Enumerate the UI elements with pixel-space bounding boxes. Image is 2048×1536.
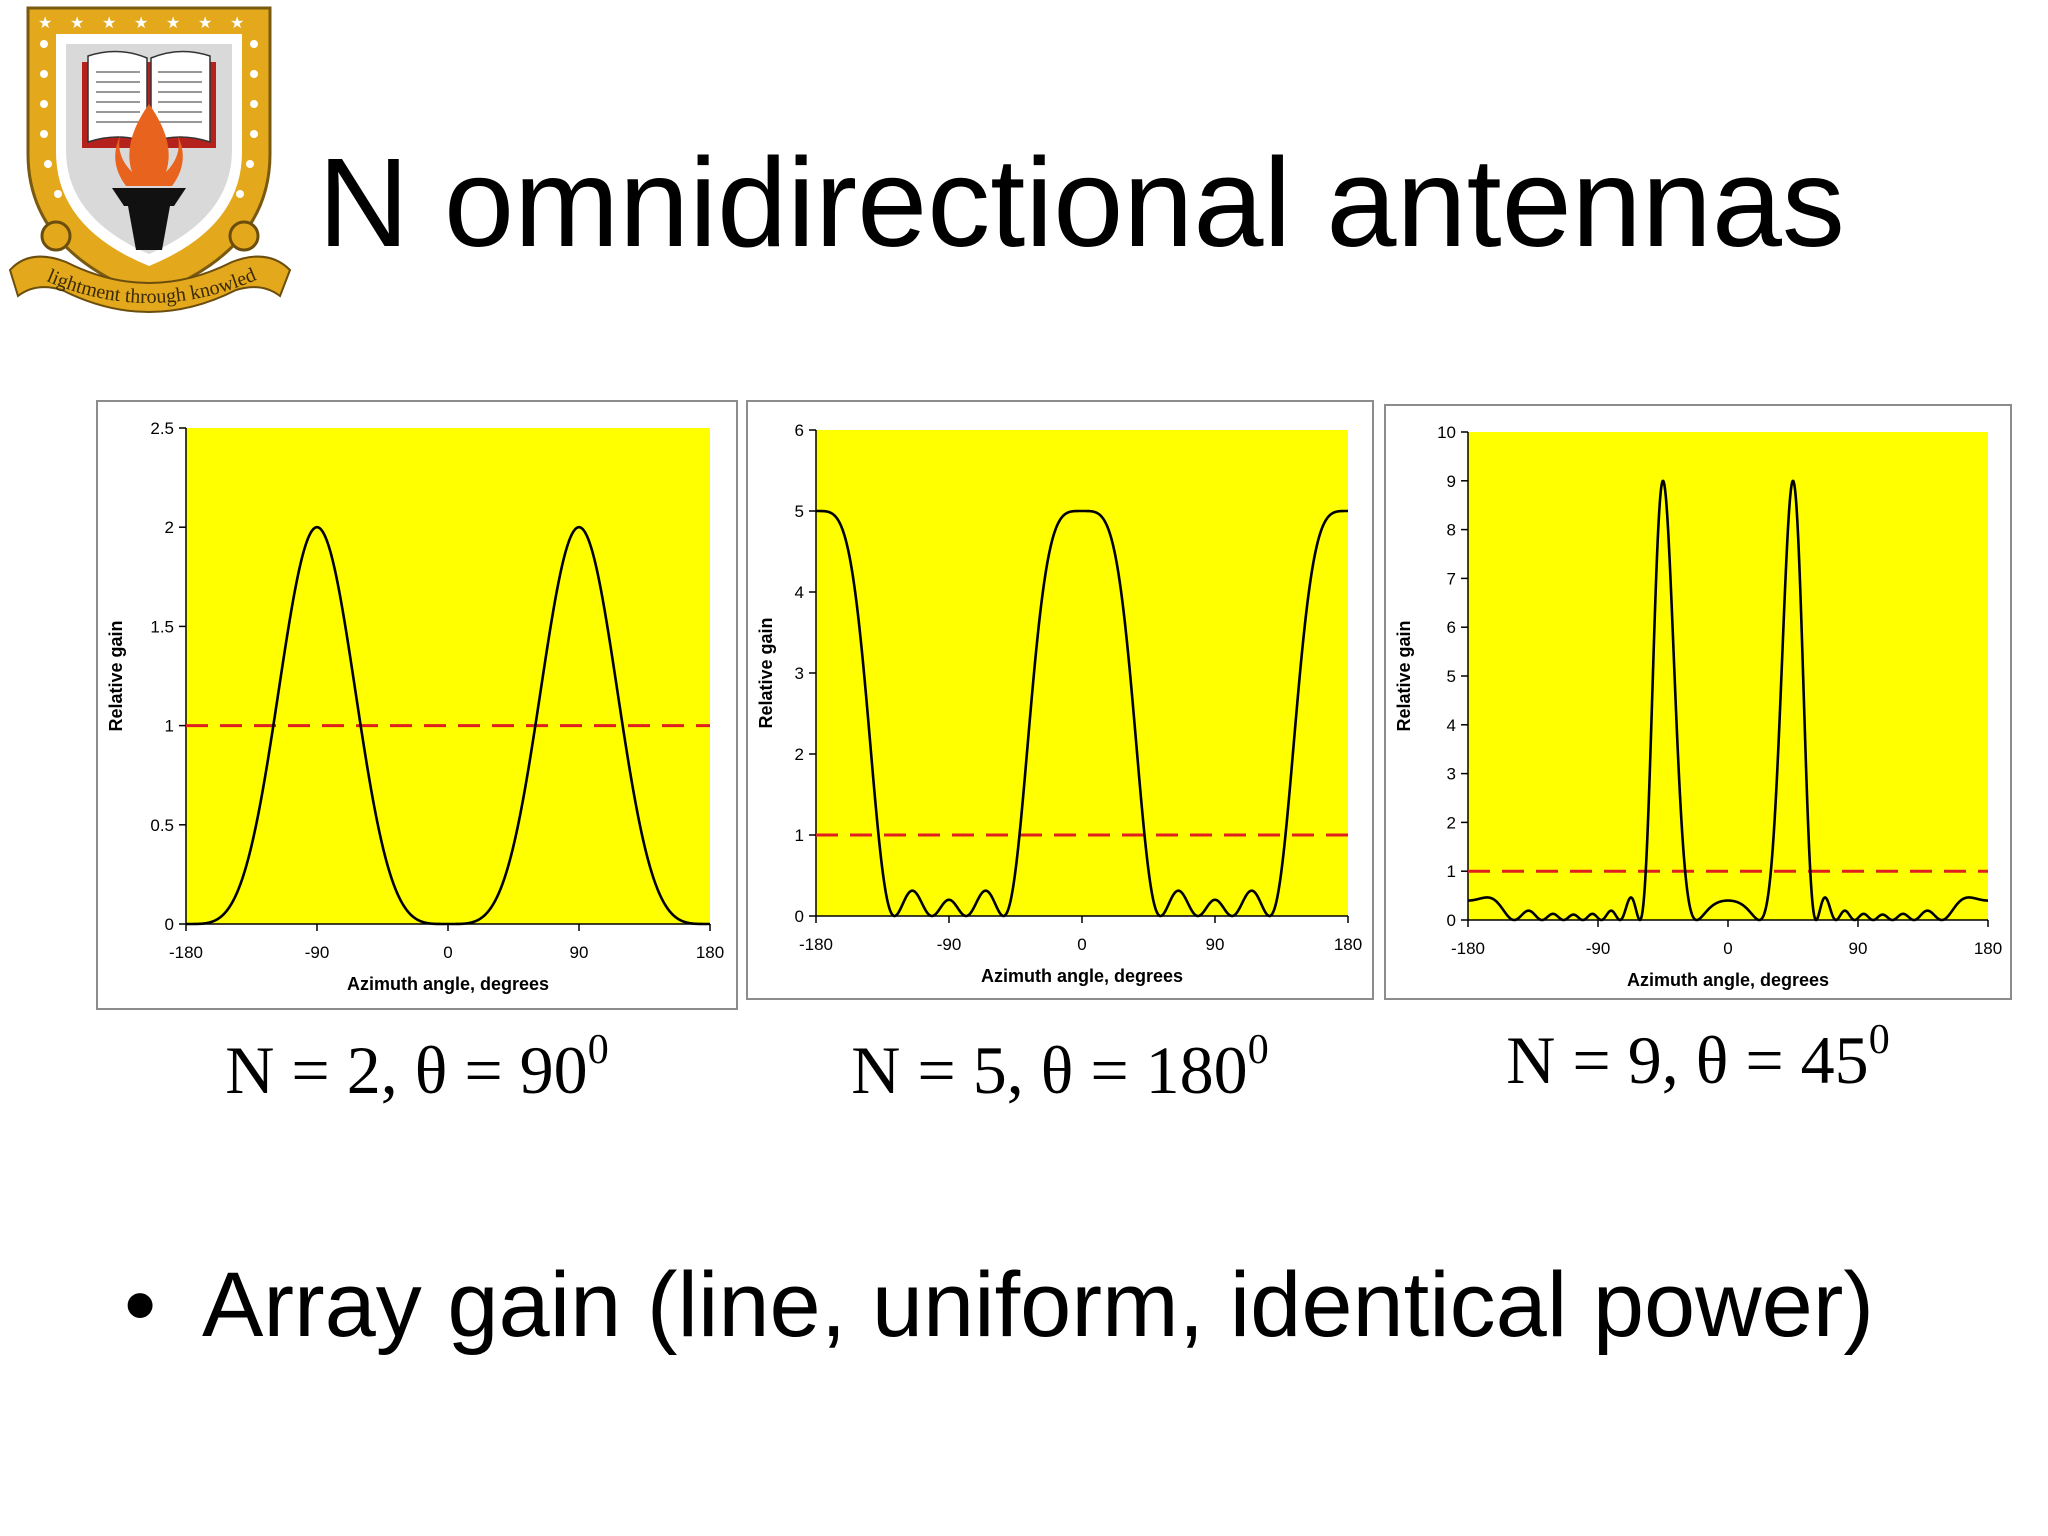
x-tick-label: 180 [1974, 939, 2002, 958]
y-tick-label: 1.5 [150, 617, 174, 636]
y-tick-label: 8 [1447, 521, 1456, 540]
svg-text:★: ★ [198, 13, 212, 32]
x-tick-label: -90 [305, 943, 330, 962]
y-tick-label: 6 [1447, 618, 1456, 637]
y-tick-label: 1 [165, 717, 174, 736]
y-tick-label: 4 [795, 583, 804, 602]
y-tick-label: 0 [165, 915, 174, 934]
y-tick-label: 10 [1437, 423, 1456, 442]
x-tick-label: 0 [1723, 939, 1732, 958]
y-tick-label: 3 [1447, 765, 1456, 784]
caption-n2: N = 2, θ = 900 [225, 1027, 609, 1108]
chart-panel-n5: 0 1 2 3 4 5 6 -180 -90 0 90 180 Azimuth angle, degre… [746, 400, 1374, 1000]
y-tick-label: 1 [795, 826, 804, 845]
svg-text:★: ★ [70, 13, 84, 32]
svg-text:★: ★ [38, 13, 52, 32]
x-tick-label: 0 [443, 943, 452, 962]
x-tick-label: -180 [799, 935, 833, 954]
gain-curve [185, 525, 711, 926]
gain-curve [815, 509, 1349, 918]
x-tick-label: -90 [937, 935, 962, 954]
x-tick-label: 90 [570, 943, 589, 962]
bullet-item: • Array gain (line, uniform, identical po… [124, 1250, 1874, 1360]
y-tick-label: 4 [1447, 716, 1456, 735]
chart-n9: 0 1 2 3 4 5 6 7 8 9 10 -180 -90 0 90 180 Azimuth angle, … [1394, 423, 2002, 990]
x-axis-label: Azimuth angle, degrees [981, 966, 1183, 986]
chart-panel-n2: 0 0.5 1 1.5 2 2.5 -180 -90 0 90 180 Azimuth angle, … [96, 400, 738, 1010]
x-tick-label: -180 [169, 943, 203, 962]
y-tick-label: 5 [795, 502, 804, 521]
bullet-text: Array gain (line, uniform, identical pow… [202, 1254, 1875, 1356]
gain-curve [1467, 479, 1989, 922]
chart-n5: 0 1 2 3 4 5 6 -180 -90 0 90 180 Azimuth angle, degre… [756, 421, 1362, 986]
y-axis-label: Relative gain [756, 617, 776, 728]
plot-area [1468, 432, 1988, 920]
y-tick-label: 3 [795, 664, 804, 683]
y-tick-label: 0 [1447, 911, 1456, 930]
caption-n9: N = 9, θ = 450 [1506, 1017, 1890, 1098]
y-tick-label: 0.5 [150, 816, 174, 835]
plot-area [186, 428, 710, 924]
y-tick-label: 2 [165, 518, 174, 537]
y-tick-label: 2 [795, 745, 804, 764]
x-tick-label: 180 [696, 943, 724, 962]
y-tick-label: 7 [1447, 569, 1456, 588]
x-tick-label: 180 [1334, 935, 1362, 954]
y-tick-label: 5 [1447, 667, 1456, 686]
plot-area [816, 430, 1348, 916]
x-tick-label: 90 [1206, 935, 1225, 954]
x-axis-label: Azimuth angle, degrees [1627, 970, 1829, 990]
y-axis-label: Relative gain [106, 620, 126, 731]
chart-panel-n9: 0 1 2 3 4 5 6 7 8 9 10 -180 -90 0 90 180 Azimuth angle, … [1384, 404, 2012, 1000]
university-logo: ★★★ ★★★ ★ Enlightment through knowledge [4, 4, 292, 313]
y-tick-label: 2.5 [150, 419, 174, 438]
bullet-dot: • [124, 1254, 157, 1356]
svg-text:★: ★ [230, 13, 244, 32]
svg-text:★: ★ [166, 13, 180, 32]
x-tick-label: -90 [1586, 939, 1611, 958]
y-axis-label: Relative gain [1394, 620, 1414, 731]
svg-text:★: ★ [134, 13, 148, 32]
svg-text:★: ★ [102, 13, 116, 32]
slide-title: N omnidirectional antennas [318, 132, 1845, 273]
x-tick-label: 90 [1849, 939, 1868, 958]
x-axis-label: Azimuth angle, degrees [347, 974, 549, 994]
chart-n2: 0 0.5 1 1.5 2 2.5 -180 -90 0 90 180 Azimuth angle, … [106, 419, 724, 994]
caption-n5: N = 5, θ = 1800 [851, 1027, 1269, 1108]
y-tick-label: 9 [1447, 472, 1456, 491]
y-tick-label: 2 [1447, 813, 1456, 832]
y-tick-label: 1 [1447, 862, 1456, 881]
y-tick-label: 6 [795, 421, 804, 440]
x-tick-label: 0 [1077, 935, 1086, 954]
y-tick-label: 0 [795, 907, 804, 926]
x-tick-label: -180 [1451, 939, 1485, 958]
